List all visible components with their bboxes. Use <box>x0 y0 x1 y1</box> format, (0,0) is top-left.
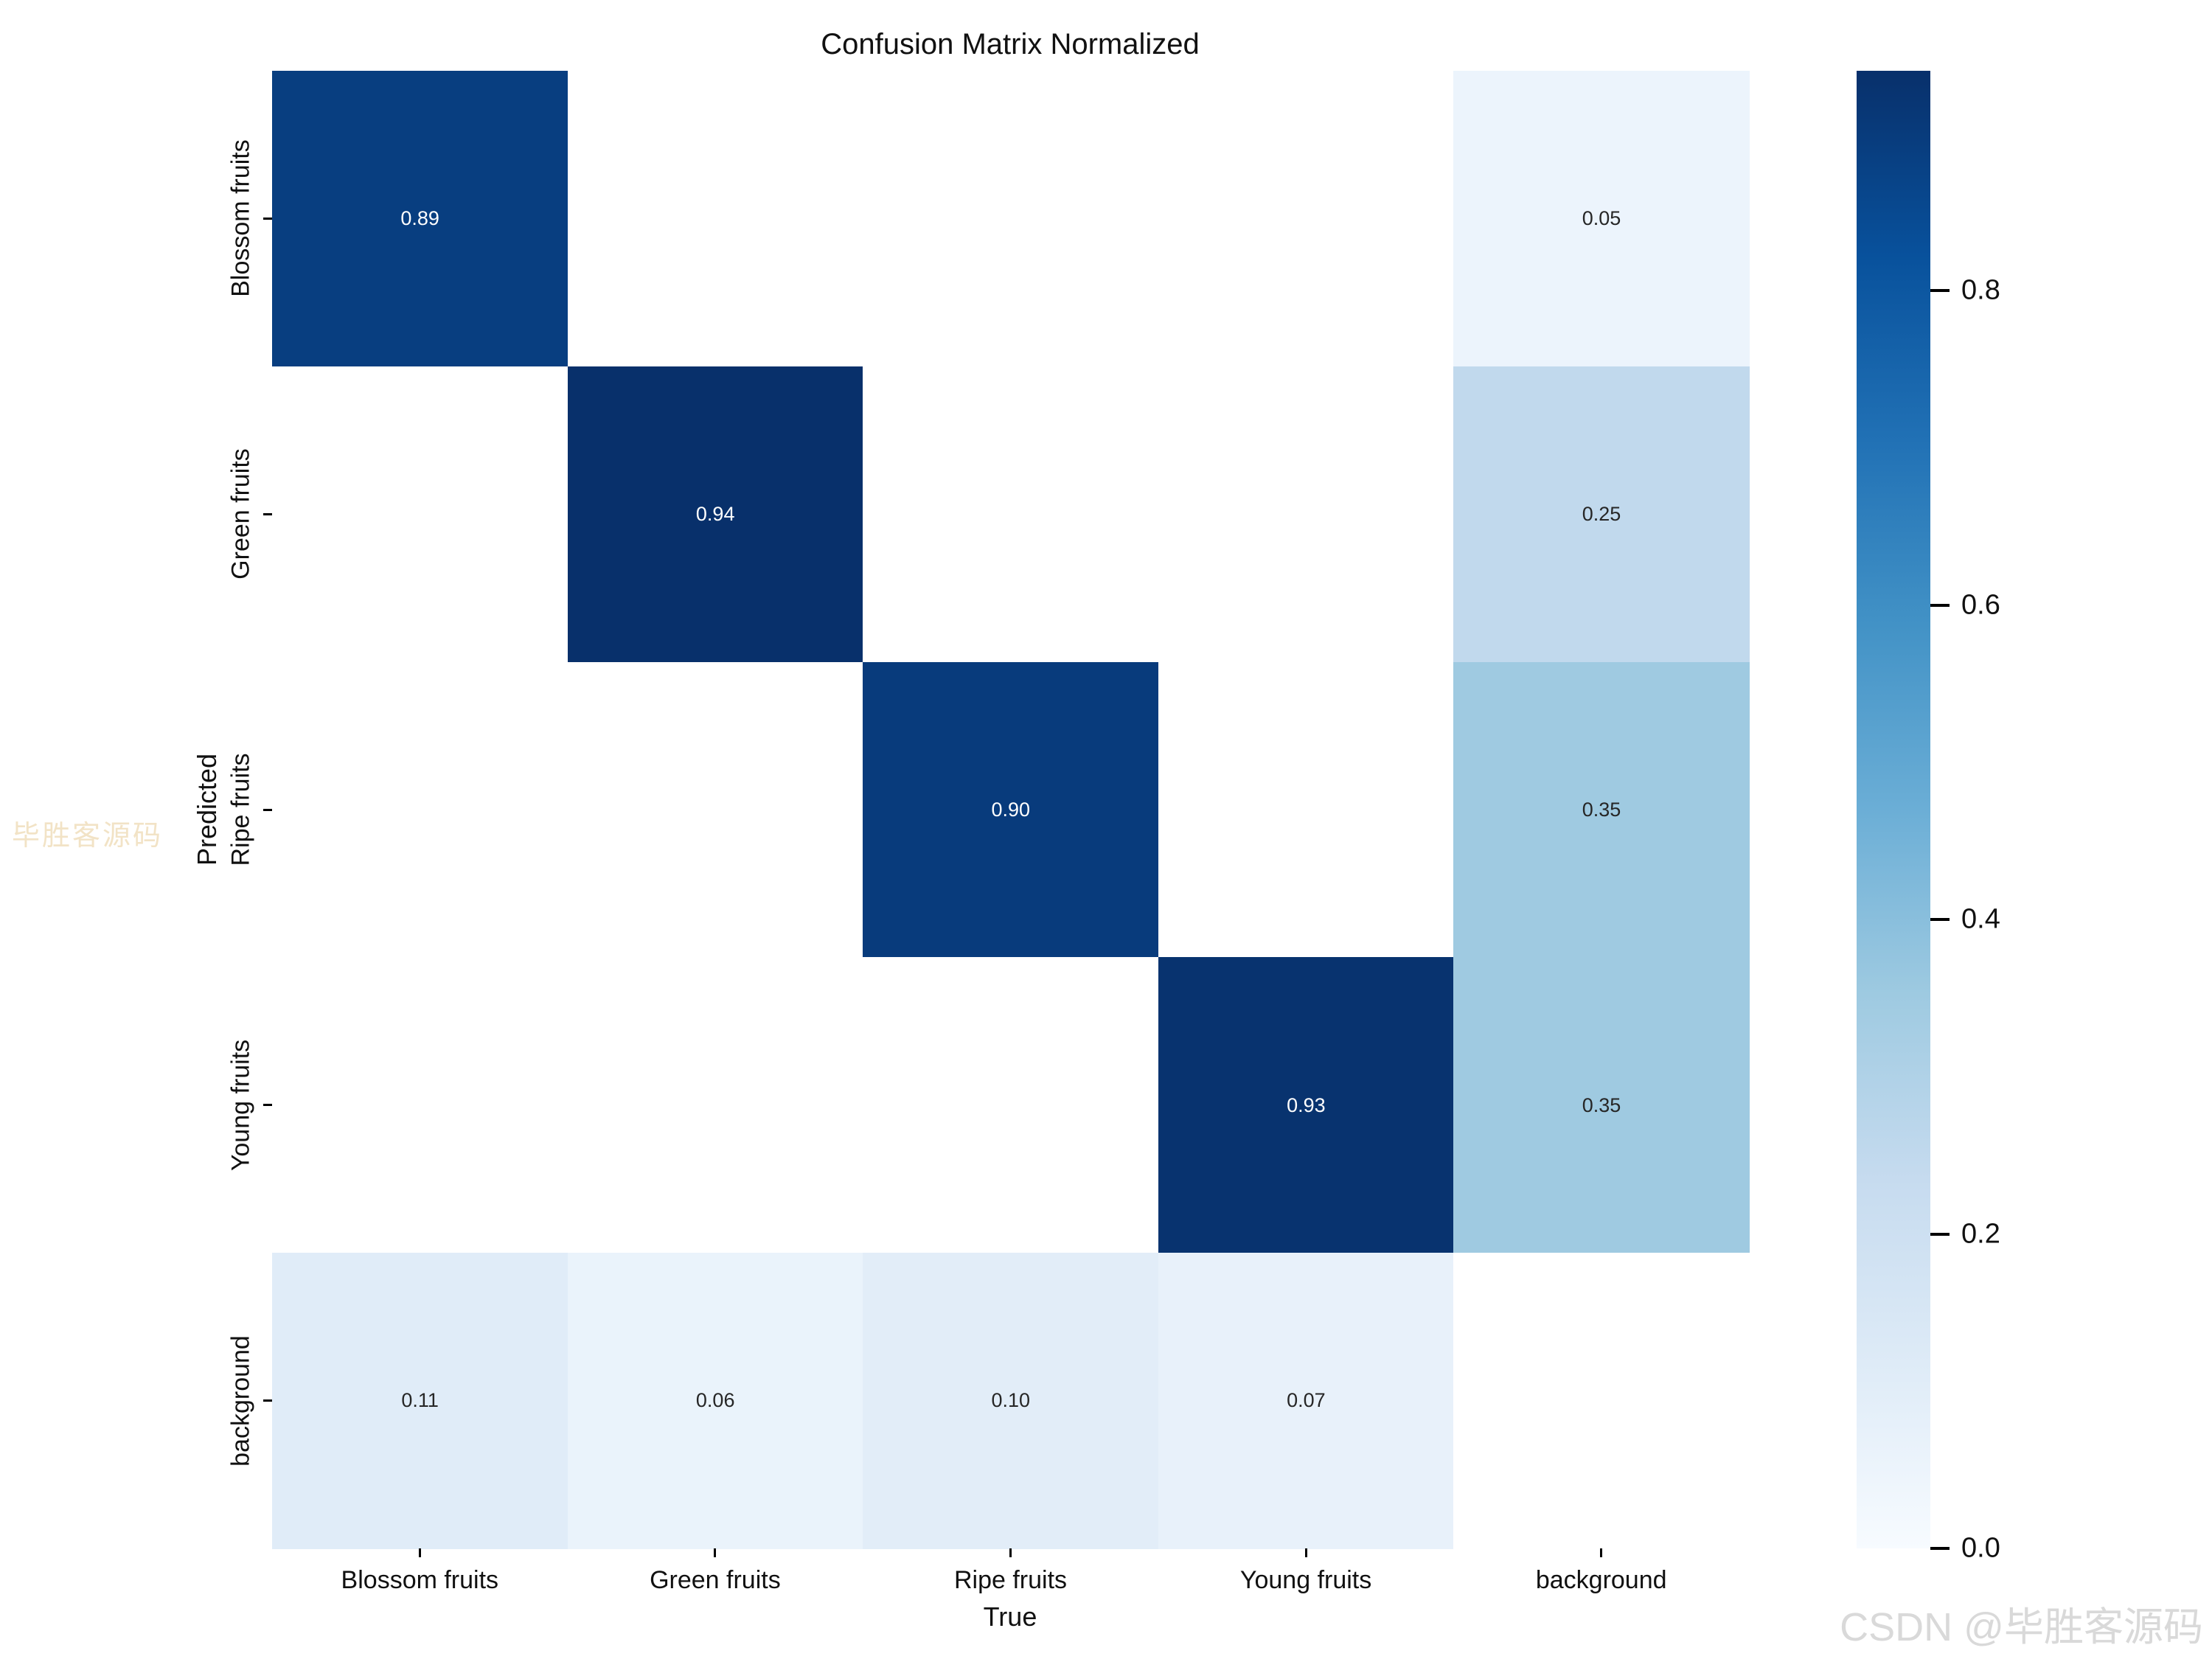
matrix-cell <box>272 957 568 1253</box>
cell-value: 0.05 <box>1582 207 1621 230</box>
cell-value: 0.90 <box>991 798 1031 821</box>
matrix-cell: 0.89 <box>272 71 568 367</box>
colorbar-tick-mark <box>1930 1547 1950 1550</box>
cell-value: 0.35 <box>1582 1093 1621 1116</box>
matrix-cell <box>272 366 568 663</box>
x-tick-label: Green fruits <box>650 1566 781 1594</box>
matrix-cell <box>1158 661 1454 958</box>
matrix-cell <box>1158 71 1454 367</box>
matrix-cell <box>863 957 1159 1253</box>
x-tick-label: background <box>1535 1566 1667 1594</box>
y-tick-mark <box>263 217 272 220</box>
matrix-cell <box>567 661 863 958</box>
cell-value: 0.10 <box>991 1389 1031 1412</box>
cell-value: 0.93 <box>1287 1093 1326 1116</box>
x-tick-mark <box>714 1548 717 1557</box>
matrix-cell: 0.94 <box>567 366 863 663</box>
matrix-cell <box>863 366 1159 663</box>
colorbar-tick-mark <box>1930 603 1950 607</box>
matrix-cell: 0.05 <box>1453 71 1750 367</box>
x-tick-mark <box>1600 1548 1603 1557</box>
matrix-cell: 0.10 <box>863 1253 1159 1549</box>
watermark-left: 毕胜客源码 <box>12 821 164 852</box>
cell-value: 0.07 <box>1287 1389 1326 1412</box>
colorbar-tick-mark <box>1930 289 1950 293</box>
chart-title: Confusion Matrix Normalized <box>821 28 1200 60</box>
y-tick-mark <box>263 1104 272 1107</box>
y-tick-mark <box>263 1399 272 1402</box>
y-tick-label: background <box>226 1335 255 1467</box>
y-tick-label: Young fruits <box>226 1039 255 1171</box>
matrix-cell <box>863 71 1159 367</box>
cell-value: 0.94 <box>695 502 735 525</box>
x-tick-mark <box>1009 1548 1012 1557</box>
colorbar-tick-label: 0.4 <box>1961 903 2000 935</box>
colorbar-tick-mark <box>1930 918 1950 922</box>
colorbar <box>1857 71 1930 1548</box>
matrix-cell <box>567 71 863 367</box>
watermark-bottom-right: CSDN @毕胜客源码 <box>1840 1605 2203 1649</box>
cell-value: 0.35 <box>1582 798 1621 821</box>
cell-value: 0.11 <box>401 1389 439 1412</box>
y-tick-mark <box>263 808 272 811</box>
colorbar-tick-label: 0.2 <box>1961 1218 2000 1250</box>
cell-value: 0.25 <box>1582 502 1621 525</box>
x-tick-label: Blossom fruits <box>341 1566 499 1594</box>
matrix-cell: 0.25 <box>1453 366 1750 663</box>
matrix-cell <box>1453 1253 1750 1549</box>
matrix-cell <box>272 661 568 958</box>
colorbar-tick-label: 0.0 <box>1961 1532 2000 1564</box>
matrix-cell <box>567 957 863 1253</box>
matrix-cell: 0.11 <box>272 1253 568 1549</box>
colorbar-tick-mark <box>1930 1232 1950 1236</box>
y-tick-mark <box>263 512 272 515</box>
matrix-cell: 0.07 <box>1158 1253 1454 1549</box>
matrix-cell: 0.35 <box>1453 957 1750 1253</box>
y-tick-label: Blossom fruits <box>226 139 255 298</box>
x-axis-label: True <box>983 1601 1037 1632</box>
colorbar-tick-label: 0.8 <box>1961 274 2000 306</box>
x-tick-mark <box>1304 1548 1307 1557</box>
matrix-cell: 0.93 <box>1158 957 1454 1253</box>
cell-value: 0.06 <box>695 1389 735 1412</box>
y-tick-label: Green fruits <box>226 448 255 580</box>
y-axis-label: Predicted <box>192 753 222 866</box>
x-tick-mark <box>418 1548 421 1557</box>
matrix-cell: 0.35 <box>1453 661 1750 958</box>
colorbar-tick-label: 0.6 <box>1961 589 2000 621</box>
matrix-cell: 0.06 <box>567 1253 863 1549</box>
x-tick-label: Young fruits <box>1239 1566 1372 1594</box>
y-tick-label: Ripe fruits <box>226 753 255 866</box>
cell-value: 0.89 <box>400 207 439 230</box>
x-tick-label: Ripe fruits <box>953 1566 1068 1594</box>
matrix-cell <box>1158 366 1454 663</box>
matrix-cell: 0.90 <box>863 661 1159 958</box>
